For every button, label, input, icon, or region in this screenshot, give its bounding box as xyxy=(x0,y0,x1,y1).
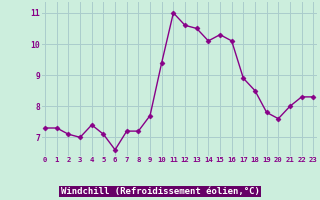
Text: Windchill (Refroidissement éolien,°C): Windchill (Refroidissement éolien,°C) xyxy=(60,187,260,196)
